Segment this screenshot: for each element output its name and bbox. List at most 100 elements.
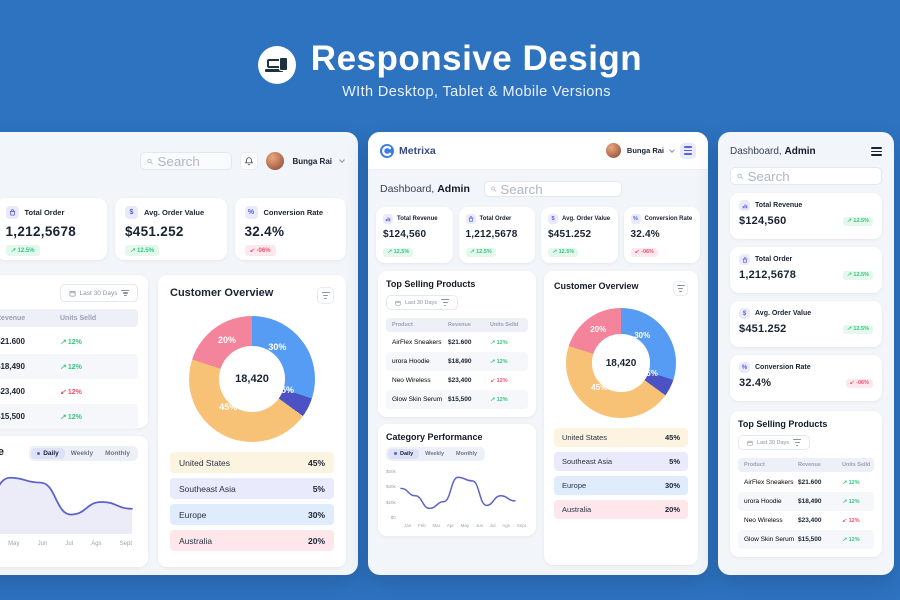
stat-value: 1,212,5678 <box>5 224 77 239</box>
filter-icon <box>121 289 130 297</box>
table-row[interactable]: urora Hoodie$18,490↗12% <box>738 491 874 511</box>
stat-label: Total Order <box>755 256 793 263</box>
customer-overview-card: Customer Overview 20% 30% 5% 45% 18,420 … <box>544 271 698 565</box>
desktop-dashboard-panel: Bunga Rai Total Revenue $124,560 ↗12.5% … <box>0 132 358 575</box>
bag-icon <box>739 254 750 265</box>
search-input-field[interactable] <box>747 168 875 184</box>
chevron-down-icon[interactable] <box>339 157 345 163</box>
stat-delta-badge: ↗ 12.5% <box>465 247 496 257</box>
trend-up-icon: ↗ <box>490 396 495 403</box>
dollar-icon: $ <box>739 308 750 319</box>
table-row[interactable]: AirFlex Sneakers$21.600↗12% <box>392 338 508 346</box>
bar-chart-icon <box>383 214 393 224</box>
filter-button[interactable] <box>673 281 688 296</box>
table-row[interactable]: Neo Wireless$23,400↙12% <box>392 376 508 384</box>
search-icon <box>147 158 154 164</box>
trend-down-icon: ↙ <box>849 380 855 386</box>
filter-icon <box>793 439 802 446</box>
trend-down-icon: ↙ <box>60 389 66 396</box>
stat-delta-badge: ↙ -06% <box>244 245 276 256</box>
user-name: Bunga Rai <box>292 156 332 166</box>
notifications-button[interactable] <box>240 152 259 170</box>
search-input[interactable] <box>730 167 882 185</box>
devices-icon <box>257 46 296 84</box>
card-title: Category Performance <box>386 431 483 442</box>
hero-subtitle: WIth Desktop, Tablet & Mobile Versions <box>342 83 611 100</box>
trend-up-icon: ↗ <box>552 249 557 255</box>
search-input[interactable] <box>483 181 622 197</box>
table-row[interactable]: urora Hoodie$18,490↗12% <box>386 351 528 371</box>
tab-monthly[interactable]: Monthly <box>105 450 130 457</box>
search-input-field[interactable] <box>157 153 226 169</box>
trend-down-icon: ↙ <box>490 377 495 384</box>
trend-up-icon: ↗ <box>842 498 847 505</box>
stat-value: 1,212,5678 <box>465 229 518 240</box>
date-filter-button[interactable]: Last 30 Days <box>60 284 138 302</box>
avatar[interactable] <box>605 143 621 158</box>
dollar-icon: $ <box>548 214 558 224</box>
menu-button[interactable] <box>680 142 696 159</box>
stat-delta-badge: ↗ 12.5% <box>125 245 160 256</box>
table-row[interactable]: AirFlex Sneakers$21.600↗12% <box>744 478 860 486</box>
stat-label: Avg. Order Value <box>144 208 205 217</box>
table-row[interactable]: urora Hoodie$18,490↗12% <box>0 354 138 379</box>
hamburger-icon <box>684 146 692 155</box>
card-title: Customer Overview <box>170 287 274 299</box>
legend-item[interactable]: Europe 30% <box>554 476 688 495</box>
legend-item[interactable]: Southeast Asia 5% <box>170 478 334 499</box>
table-row[interactable]: AirFlex Sneakers$21.600↗12% <box>0 337 82 346</box>
filter-button[interactable] <box>317 287 334 304</box>
search-input-field[interactable] <box>500 181 615 197</box>
chevron-down-icon[interactable] <box>669 146 675 153</box>
table-row[interactable]: Glow Skin Serum$15,500↗12% <box>386 389 528 409</box>
table-row[interactable]: Neo Wireless$23,400↙12% <box>744 516 860 524</box>
tablet-dashboard-panel: Metrixa Bunga Rai Dashboard, Admin Total… <box>368 132 708 575</box>
bag-icon <box>5 206 19 219</box>
menu-button[interactable] <box>871 147 882 156</box>
stat-label: Conversion Rate <box>755 364 811 371</box>
stat-card-avg-order-value: $ Avg. Order Value $451.252 ↗ 12.5% <box>115 198 227 260</box>
donut-segment-label: 5% <box>280 385 294 396</box>
calendar-icon <box>747 440 753 446</box>
card-title: Top Selling Products <box>738 419 828 429</box>
top-selling-products-card: Top Selling Products Last 30 Days Produc… <box>730 411 882 557</box>
table-row[interactable]: Neo Wireless$23,400↙12% <box>0 387 82 396</box>
legend-item[interactable]: United States 45% <box>554 428 688 447</box>
stat-delta-badge: ↗ 12.5% <box>842 324 873 334</box>
line-chart <box>0 476 133 534</box>
legend-item[interactable]: Australia 20% <box>554 500 688 519</box>
legend-item[interactable]: Australia 20% <box>170 530 334 551</box>
mobile-dashboard-panel: Dashboard, Admin Total Revenue $124,560 ↗… <box>718 132 894 575</box>
top-selling-products-card: Top Selling Products Last 30 Days Produc… <box>378 271 536 417</box>
tab-daily[interactable]: Daily <box>31 448 65 459</box>
percent-icon: % <box>244 206 258 219</box>
legend-item[interactable]: Europe 30% <box>170 504 334 525</box>
tab-monthly[interactable]: Monthly <box>456 450 478 457</box>
legend-item[interactable]: United States 45% <box>170 452 334 473</box>
date-filter-button[interactable]: Last 30 Days <box>386 295 458 310</box>
stat-label: Total Order <box>479 216 512 222</box>
tab-daily[interactable]: Daily <box>388 448 420 459</box>
tab-weekly[interactable]: Weekly <box>425 450 445 457</box>
customer-overview-donut: 20% 30% 5% 45% 18,420 <box>566 308 676 418</box>
date-filter-button[interactable]: Last 30 Days <box>738 435 810 450</box>
stat-label: Avg. Order Value <box>755 310 812 317</box>
stat-value: $124,560 <box>383 229 427 240</box>
donut-segment-label: 45% <box>219 401 238 412</box>
avatar[interactable] <box>266 152 285 170</box>
table-row[interactable]: Glow Skin Serum$15,500↗12% <box>738 529 874 549</box>
calendar-icon <box>69 290 76 296</box>
donut-center-total: 18,420 <box>235 373 269 385</box>
brand-logo[interactable]: Metrixa <box>380 143 436 158</box>
trend-up-icon: ↗ <box>842 479 847 486</box>
filter-icon <box>321 292 330 299</box>
legend-item[interactable]: Southeast Asia 5% <box>554 452 688 471</box>
table-row[interactable]: Glow Skin Serum$15,500↗12% <box>0 404 138 429</box>
trend-up-icon: ↗ <box>387 249 392 255</box>
search-input[interactable] <box>140 152 233 170</box>
tab-weekly[interactable]: Weekly <box>70 450 94 457</box>
percent-icon: % <box>630 214 641 224</box>
dollar-icon: $ <box>125 206 138 219</box>
